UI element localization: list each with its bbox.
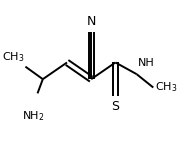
Text: CH$_3$: CH$_3$	[2, 50, 25, 64]
Text: S: S	[111, 100, 120, 113]
Text: NH: NH	[138, 58, 155, 68]
Text: NH$_2$: NH$_2$	[22, 109, 44, 123]
Text: CH$_3$: CH$_3$	[155, 81, 177, 94]
Text: N: N	[87, 15, 96, 28]
